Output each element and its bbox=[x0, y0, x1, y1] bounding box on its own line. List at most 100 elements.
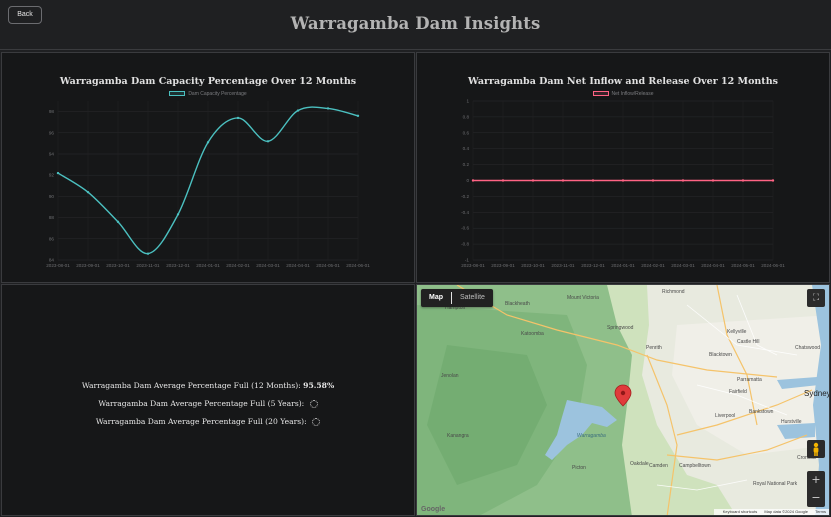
map-label-warragamba: Warragamba bbox=[577, 433, 606, 439]
x-tick-label: 2023-09-01 bbox=[76, 263, 100, 268]
map-label-parramatta: Parramatta bbox=[737, 377, 762, 383]
data-point bbox=[711, 179, 715, 182]
y-tick-label: 94 bbox=[49, 152, 55, 157]
data-point bbox=[591, 179, 595, 182]
y-tick-label: 0.2 bbox=[463, 162, 470, 167]
y-tick-label: 86 bbox=[49, 236, 55, 241]
x-tick-label: 2023-10-01 bbox=[106, 263, 130, 268]
stat-5-years: Warragamba Dam Average Percentage Full (… bbox=[2, 395, 414, 413]
x-tick-label: 2024-06-01 bbox=[346, 263, 370, 268]
map-label-castle-hill: Castle Hill bbox=[737, 339, 760, 345]
x-tick-label: 2024-06-01 bbox=[761, 263, 785, 268]
data-point bbox=[561, 179, 565, 182]
map-label-jenolan: Jenolan bbox=[441, 373, 459, 379]
fullscreen-icon: ⛶ bbox=[812, 293, 820, 303]
data-point bbox=[176, 213, 180, 216]
street-view-button[interactable] bbox=[807, 440, 825, 458]
capacity-chart-legend[interactable]: Dam Capacity Percentage bbox=[2, 91, 414, 97]
data-point bbox=[146, 252, 150, 255]
y-tick-label: -0.6 bbox=[461, 226, 469, 231]
map-panel[interactable]: Blackheath Mount Victoria Richmond Katoo… bbox=[416, 284, 830, 516]
map-footer: Keyboard shortcuts Map data ©2024 Google… bbox=[713, 509, 829, 515]
x-tick-label: 2024-03-01 bbox=[671, 263, 695, 268]
google-logo[interactable]: Google bbox=[421, 506, 446, 513]
map-label-liverpool: Liverpool bbox=[715, 413, 736, 419]
map-data-attribution: Map data ©2024 Google bbox=[764, 509, 808, 514]
x-tick-label: 2023-10-01 bbox=[521, 263, 545, 268]
y-tick-label: -0.2 bbox=[461, 194, 469, 199]
x-tick-label: 2023-08-01 bbox=[46, 263, 70, 268]
inflow-chart-panel: Warragamba Dam Net Inflow and Release Ov… bbox=[416, 52, 830, 283]
map-label-picton: Picton bbox=[572, 465, 586, 471]
stat-12-months-label: Warragamba Dam Average Percentage Full (… bbox=[81, 381, 301, 390]
y-tick-label: 98 bbox=[49, 109, 55, 114]
y-tick-label: 0.4 bbox=[463, 146, 470, 151]
x-tick-label: 2023-12-01 bbox=[581, 263, 605, 268]
map-label-fairfield: Fairfield bbox=[729, 389, 747, 395]
data-point bbox=[86, 190, 90, 194]
data-point bbox=[501, 179, 505, 182]
pegman-icon bbox=[813, 442, 819, 456]
map-type-toggle: Map Satellite bbox=[421, 289, 493, 307]
inflow-line-chart: 1 0.8 0.6 0.4 0.2 0 -0.2 -0.4 -0.6 -0.8 -12023-08-… bbox=[461, 99, 785, 269]
data-point bbox=[681, 179, 685, 182]
stat-20-years-label: Warragamba Dam Average Percentage Full (… bbox=[95, 417, 307, 426]
stat-5-years-label: Warragamba Dam Average Percentage Full (… bbox=[98, 399, 305, 408]
inflow-chart-legend[interactable]: Net Inflow/Release bbox=[417, 91, 829, 97]
data-point bbox=[56, 171, 60, 175]
map-label-blacktown: Blacktown bbox=[709, 352, 732, 358]
x-tick-label: 2024-01-01 bbox=[196, 263, 220, 268]
map-pin-icon[interactable] bbox=[614, 384, 632, 407]
y-tick-label: -0.8 bbox=[461, 242, 469, 247]
map-label-penrith: Penrith bbox=[646, 345, 662, 351]
x-tick-label: 2024-02-01 bbox=[226, 263, 250, 268]
map-label-chatswood: Chatswood bbox=[795, 345, 821, 351]
back-button[interactable]: Back bbox=[8, 6, 42, 24]
data-point bbox=[116, 220, 120, 224]
data-point bbox=[356, 114, 360, 118]
map-label-campbelltown: Campbelltown bbox=[679, 463, 711, 469]
data-point bbox=[206, 141, 210, 144]
y-tick-label: 92 bbox=[49, 173, 55, 178]
zoom-controls: + − bbox=[807, 471, 825, 507]
x-tick-label: 2023-08-01 bbox=[461, 263, 485, 268]
x-tick-label: 2023-09-01 bbox=[491, 263, 515, 268]
y-tick-label: -0.4 bbox=[461, 210, 469, 215]
map-canvas[interactable] bbox=[417, 285, 830, 516]
map-label-camden: Camden bbox=[649, 463, 668, 469]
map-label-bankstown: Bankstown bbox=[749, 409, 774, 415]
inflow-legend-label: Net Inflow/Release bbox=[611, 91, 654, 97]
map-type-satellite-button[interactable]: Satellite bbox=[460, 294, 485, 301]
page-title: Warragamba Dam Insights bbox=[290, 14, 541, 33]
x-tick-label: 2024-05-01 bbox=[316, 263, 340, 268]
map-type-map-button[interactable]: Map bbox=[429, 294, 443, 301]
y-tick-label: 1 bbox=[466, 99, 469, 104]
inflow-legend-swatch bbox=[592, 91, 609, 97]
y-tick-label: 90 bbox=[49, 194, 55, 199]
map-label-oakdale: Oakdale bbox=[630, 461, 649, 467]
y-tick-label: 88 bbox=[49, 215, 55, 220]
zoom-in-button[interactable]: + bbox=[811, 473, 821, 486]
data-point bbox=[471, 179, 475, 182]
terms-link[interactable]: Terms bbox=[815, 509, 826, 514]
stat-12-months-value: 95.58% bbox=[303, 381, 335, 390]
keyboard-shortcuts-link[interactable]: Keyboard shortcuts bbox=[722, 509, 758, 514]
data-point bbox=[531, 179, 535, 182]
y-tick-label: 0.8 bbox=[463, 114, 470, 119]
map-label-royal-national-park: Royal National Park bbox=[753, 481, 798, 487]
capacity-legend-swatch bbox=[169, 91, 186, 97]
x-tick-label: 2024-02-01 bbox=[641, 263, 665, 268]
map-label-blackheath: Blackheath bbox=[505, 301, 530, 307]
map-label-richmond: Richmond bbox=[662, 289, 685, 295]
y-tick-label: -1 bbox=[465, 258, 470, 263]
data-point bbox=[266, 140, 270, 143]
data-point bbox=[621, 179, 625, 182]
map-label-kanangra: Kanangra bbox=[447, 433, 469, 439]
map-label-hurstville: Hurstville bbox=[781, 419, 802, 425]
data-point bbox=[651, 179, 655, 182]
x-tick-label: 2023-12-01 bbox=[166, 263, 190, 268]
zoom-out-button[interactable]: − bbox=[811, 491, 821, 504]
x-tick-label: 2024-05-01 bbox=[731, 263, 755, 268]
x-tick-label: 2024-04-01 bbox=[286, 263, 310, 268]
fullscreen-button[interactable]: ⛶ bbox=[807, 289, 825, 307]
